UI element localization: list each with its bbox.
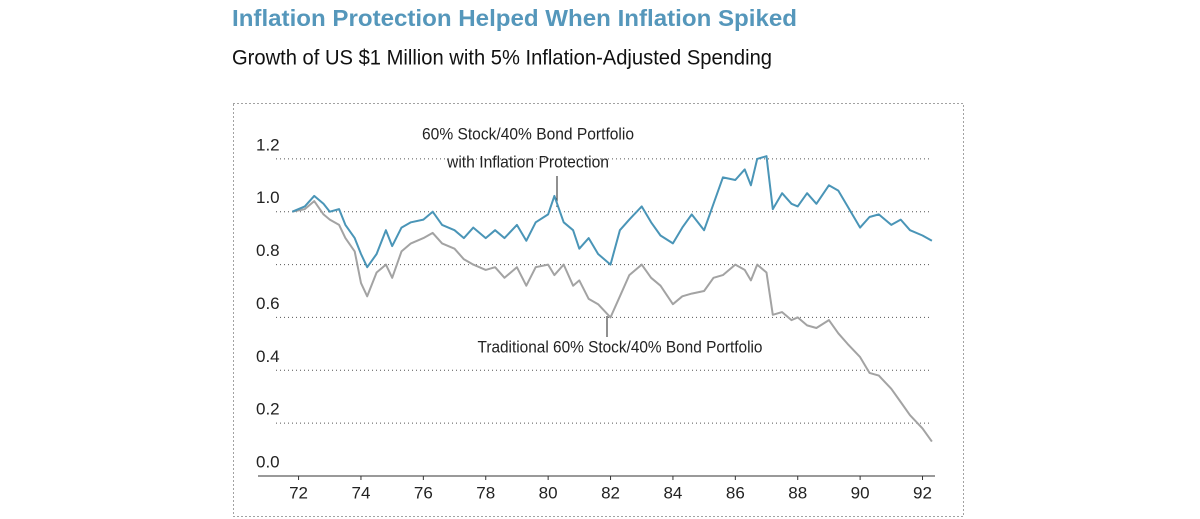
y-tick-label: 0.4 [256, 347, 280, 366]
annotation: with Inflation Protection [446, 152, 609, 171]
x-tick-label: 92 [913, 483, 932, 502]
annotation: 60% Stock/40% Bond Portfolio [422, 124, 634, 143]
y-tick-label: 0.2 [256, 400, 280, 419]
x-tick-label: 78 [476, 483, 495, 502]
series-line [291, 155, 933, 269]
x-tick-label: 80 [539, 483, 558, 502]
x-tick-label: 82 [601, 483, 620, 502]
x-tick-label: 86 [726, 483, 745, 502]
y-tick-label: 0.8 [256, 241, 280, 260]
x-tick-label: 88 [788, 483, 807, 502]
x-tick-label: 74 [351, 483, 370, 502]
frame [233, 103, 964, 517]
y-tick-label: 0.6 [256, 294, 280, 313]
x-tick-label: 90 [851, 483, 870, 502]
y-tick-label: 0.0 [256, 452, 280, 471]
x-tick-label: 76 [414, 483, 433, 502]
series-line [292, 200, 933, 443]
chart-title: Inflation Protection Helped When Inflati… [232, 5, 797, 31]
y-tick-label: 1.0 [256, 188, 280, 207]
x-tick-label: 84 [663, 483, 682, 502]
chart-subtitle: Growth of US $1 Million with 5% Inflatio… [232, 47, 772, 70]
x-tick-label: 72 [289, 483, 308, 502]
annotation: Traditional 60% Stock/40% Bond Portfolio [478, 337, 763, 356]
y-tick-label: 1.2 [256, 135, 280, 154]
